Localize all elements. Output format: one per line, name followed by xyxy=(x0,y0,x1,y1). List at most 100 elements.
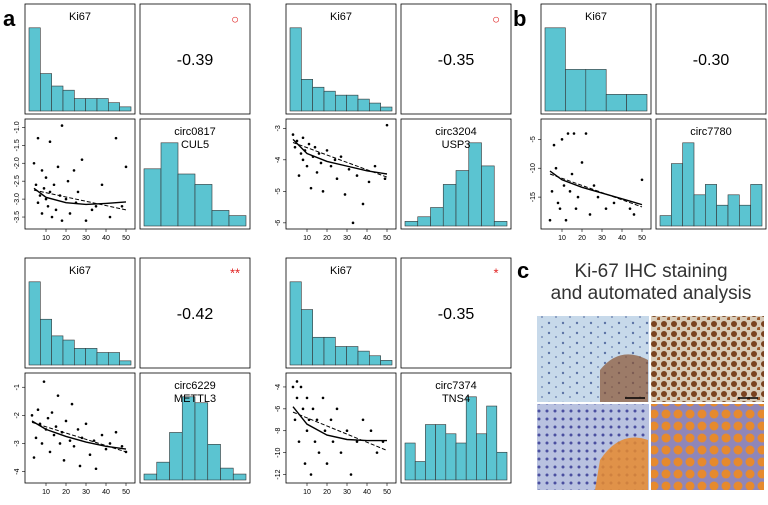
histogram-bar xyxy=(143,473,158,481)
panel-cell xyxy=(139,257,251,369)
scatter-point xyxy=(104,447,108,451)
panel-cell xyxy=(400,257,512,369)
scatter-point xyxy=(301,407,305,411)
scatter-point xyxy=(329,164,333,168)
scatter-point xyxy=(373,164,377,168)
histogram-bar xyxy=(404,442,416,481)
scatter-point xyxy=(628,207,632,210)
scatter-point xyxy=(612,201,616,205)
scatter-point xyxy=(335,407,339,411)
histogram-bar xyxy=(194,402,209,481)
correlation-value: -0.39 xyxy=(177,52,214,69)
histogram-bar xyxy=(28,27,41,112)
panel-cell xyxy=(400,118,512,230)
histogram-bar xyxy=(169,432,183,481)
x-tick-label: 20 xyxy=(323,489,331,496)
histogram-bar xyxy=(301,79,313,112)
x-tick-label: 20 xyxy=(323,235,331,242)
histogram-bar xyxy=(682,142,695,227)
scatter-point xyxy=(552,143,556,147)
panel-cell xyxy=(285,3,397,115)
histogram-bar xyxy=(335,94,347,112)
histogram-bar xyxy=(739,204,751,227)
histogram-bar xyxy=(404,221,419,227)
x-tick-label: 50 xyxy=(383,235,391,242)
scatter-point xyxy=(124,165,128,169)
correlation-value: -0.35 xyxy=(438,306,475,323)
scatter-point xyxy=(367,180,371,184)
histogram-bar xyxy=(62,89,75,112)
histogram-bar xyxy=(74,98,86,112)
y-tick-label: -2.5 xyxy=(14,175,21,187)
scatter-point xyxy=(584,132,588,135)
histogram-bar xyxy=(232,473,247,481)
x-tick-label: 40 xyxy=(363,235,371,242)
scatter-point xyxy=(319,161,323,165)
scatter-point xyxy=(56,394,60,397)
histogram-bar xyxy=(465,396,477,481)
y-tick-label: -8 xyxy=(275,428,282,434)
histogram-bar xyxy=(312,86,325,112)
x-tick-label: 30 xyxy=(598,235,606,242)
fit-line xyxy=(31,421,127,453)
scatter-point xyxy=(339,155,343,158)
histogram-bar xyxy=(445,433,457,481)
scatter-point xyxy=(385,123,389,127)
x-tick-label: 40 xyxy=(102,235,110,242)
loess-line xyxy=(33,187,127,206)
x-tick-label: 30 xyxy=(82,489,90,496)
scatter-point xyxy=(313,145,317,149)
variable-label: METTL3 xyxy=(174,393,216,405)
scatter-point xyxy=(558,207,562,210)
y-tick-label: -15 xyxy=(530,192,537,202)
fit-line xyxy=(33,189,127,211)
histogram-bar xyxy=(705,184,717,227)
histogram-bar xyxy=(425,424,436,481)
y-tick-label: -6 xyxy=(275,406,282,412)
scatter-point xyxy=(566,132,570,135)
scatter-point xyxy=(40,212,44,215)
scatter-point xyxy=(114,136,118,140)
scatter-point xyxy=(42,187,46,190)
scatter-point xyxy=(30,414,34,417)
ihc-tile xyxy=(651,316,764,402)
scatter-point xyxy=(329,418,333,422)
scatter-point xyxy=(54,425,58,428)
scatter-point xyxy=(297,440,301,443)
scatter-point xyxy=(88,453,92,457)
variable-label: CUL5 xyxy=(181,139,209,151)
ihc-tile xyxy=(651,404,764,490)
scatter-point xyxy=(50,215,54,219)
variable-label: Ki67 xyxy=(69,11,91,23)
scatter-point xyxy=(84,422,88,426)
histogram-bar xyxy=(671,163,683,227)
y-tick-label: -1.5 xyxy=(14,139,21,151)
scatter-point xyxy=(62,459,66,462)
x-tick-label: 10 xyxy=(42,235,50,242)
fit-line xyxy=(549,173,643,208)
x-tick-label: 20 xyxy=(62,489,70,496)
panel-cell xyxy=(24,3,136,115)
scatter-point xyxy=(70,402,74,406)
scatter-point xyxy=(580,161,584,164)
y-tick-label: -3.5 xyxy=(14,211,21,223)
scatter-point xyxy=(572,132,576,135)
scatter-point xyxy=(321,190,325,193)
histogram-bar xyxy=(346,346,359,366)
histogram-bar xyxy=(493,221,508,227)
histogram-bar xyxy=(727,194,740,227)
histogram-bar xyxy=(750,184,763,227)
histogram-bar xyxy=(323,90,336,112)
x-tick-label: 40 xyxy=(102,489,110,496)
scatter-point xyxy=(50,411,54,414)
y-tick-label: -12 xyxy=(275,469,282,479)
loess-line xyxy=(292,138,388,175)
fit-line xyxy=(292,142,388,178)
scatter-point xyxy=(299,152,303,155)
scatter-point xyxy=(375,451,379,454)
scatter-point xyxy=(299,385,303,389)
y-tick-label: -10 xyxy=(530,163,537,173)
x-tick-label: 50 xyxy=(383,489,391,496)
y-tick-label: -4 xyxy=(275,157,282,163)
